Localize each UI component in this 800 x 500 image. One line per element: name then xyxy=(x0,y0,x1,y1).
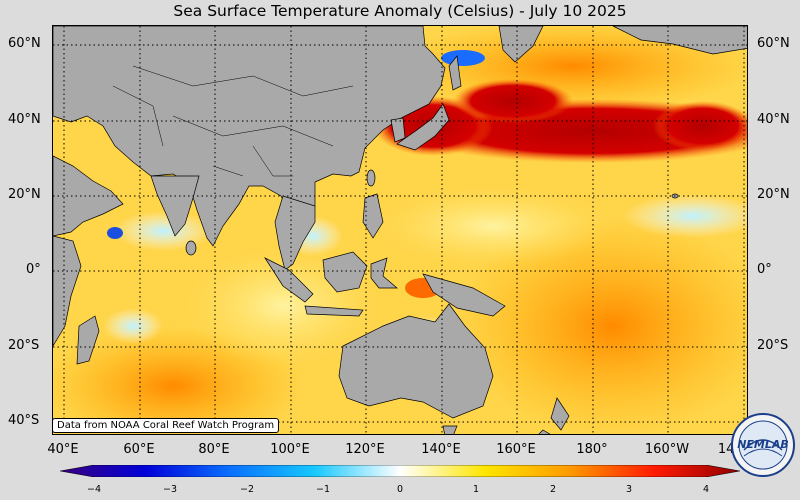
colorbar-ramp xyxy=(59,464,741,478)
lon-label-40e: 40°E xyxy=(47,442,79,457)
colorbar-tick-neg4: −4 xyxy=(86,484,102,495)
lon-label-100e: 100°E xyxy=(270,442,310,457)
colorbar-tick-neg3: −3 xyxy=(162,484,178,495)
country-borders xyxy=(112,65,354,177)
colorbar-tick-neg1: −1 xyxy=(315,484,331,495)
land-masses xyxy=(53,26,747,434)
sst-anomaly-map xyxy=(52,25,748,435)
lon-label-80e: 80°E xyxy=(198,442,230,457)
chart-title: Sea Surface Temperature Anomaly (Celsius… xyxy=(173,2,627,20)
lat-label-left-60n: 60°N xyxy=(8,36,41,51)
svg-text:NEMLAB: NEMLAB xyxy=(737,438,789,451)
data-credit-label: Data from NOAA Coral Reef Watch Program xyxy=(52,418,280,433)
lon-label-120e: 120°E xyxy=(345,442,385,457)
colorbar-tick-1: 1 xyxy=(472,484,480,495)
lon-label-160e: 160°E xyxy=(496,442,536,457)
lat-label-left-20n: 20°N xyxy=(8,187,41,202)
lat-label-left-40n: 40°N xyxy=(8,112,41,127)
colorbar-tick-neg2: −2 xyxy=(239,484,255,495)
lat-label-right-0: 0° xyxy=(757,262,772,277)
lon-label-180: 180° xyxy=(576,442,608,457)
colorbar-tick-3: 3 xyxy=(625,484,633,495)
lon-label-140e: 140°E xyxy=(421,442,461,457)
lat-label-left-0: 0° xyxy=(26,262,41,277)
lon-label-60e: 60°E xyxy=(123,442,155,457)
lat-label-right-20s: 20°S xyxy=(757,338,789,353)
nemlab-logo: NEMLAB xyxy=(730,412,796,478)
map-canvas xyxy=(53,26,747,434)
colorbar-tick-2: 2 xyxy=(549,484,557,495)
colorbar-tick-0: 0 xyxy=(396,484,404,495)
lon-label-160w: 160°W xyxy=(644,442,690,457)
lat-label-right-20n: 20°N xyxy=(757,187,790,202)
lat-label-right-60n: 60°N xyxy=(757,36,790,51)
colorbar xyxy=(59,462,741,478)
lat-label-left-20s: 20°S xyxy=(8,338,40,353)
graticule xyxy=(53,26,747,434)
colorbar-tick-4: 4 xyxy=(702,484,710,495)
lat-label-right-40n: 40°N xyxy=(757,112,790,127)
nemlab-logo-graphic: NEMLAB xyxy=(731,413,795,477)
lat-label-left-40s: 40°S xyxy=(8,413,40,428)
